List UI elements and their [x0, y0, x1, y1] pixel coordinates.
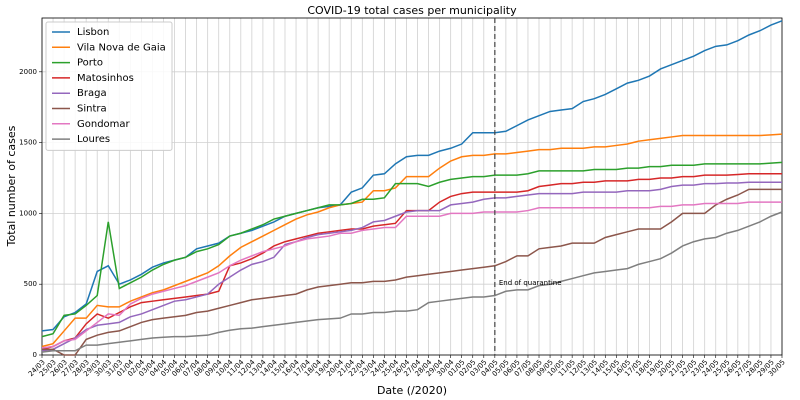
legend-label: Gondomar	[77, 119, 131, 130]
plot-frame	[41, 17, 783, 356]
series-line	[41, 133, 783, 348]
series-line	[41, 201, 782, 349]
series-line	[41, 173, 782, 351]
legend-label: Porto	[77, 58, 103, 69]
legend-box	[45, 21, 173, 151]
y-axis-label: Total number of cases	[5, 125, 18, 247]
legend-label: Lisbon	[77, 27, 109, 38]
legend-label: Loures	[77, 134, 110, 145]
y-tick-label: 1500	[19, 139, 37, 147]
series-line	[41, 20, 783, 332]
x-axis-label: Date (/2020)	[377, 384, 447, 397]
series-line	[42, 188, 782, 356]
series-line	[41, 181, 782, 352]
y-tick-label: 500	[24, 280, 37, 288]
y-tick-label: 0	[33, 351, 37, 359]
annotation-text: End of quarantine	[499, 279, 562, 287]
legend-label: Vila Nova de Gaia	[77, 42, 166, 53]
y-tick-label: 1000	[19, 209, 37, 217]
legend-label: Sintra	[77, 104, 107, 115]
chart-title: COVID-19 total cases per municipality	[307, 4, 517, 17]
legend-label: Matosinhos	[77, 73, 134, 84]
series-line	[41, 211, 783, 353]
legend-label: Braga	[77, 88, 107, 99]
series-line	[41, 161, 783, 338]
y-tick-label: 2000	[19, 68, 37, 76]
